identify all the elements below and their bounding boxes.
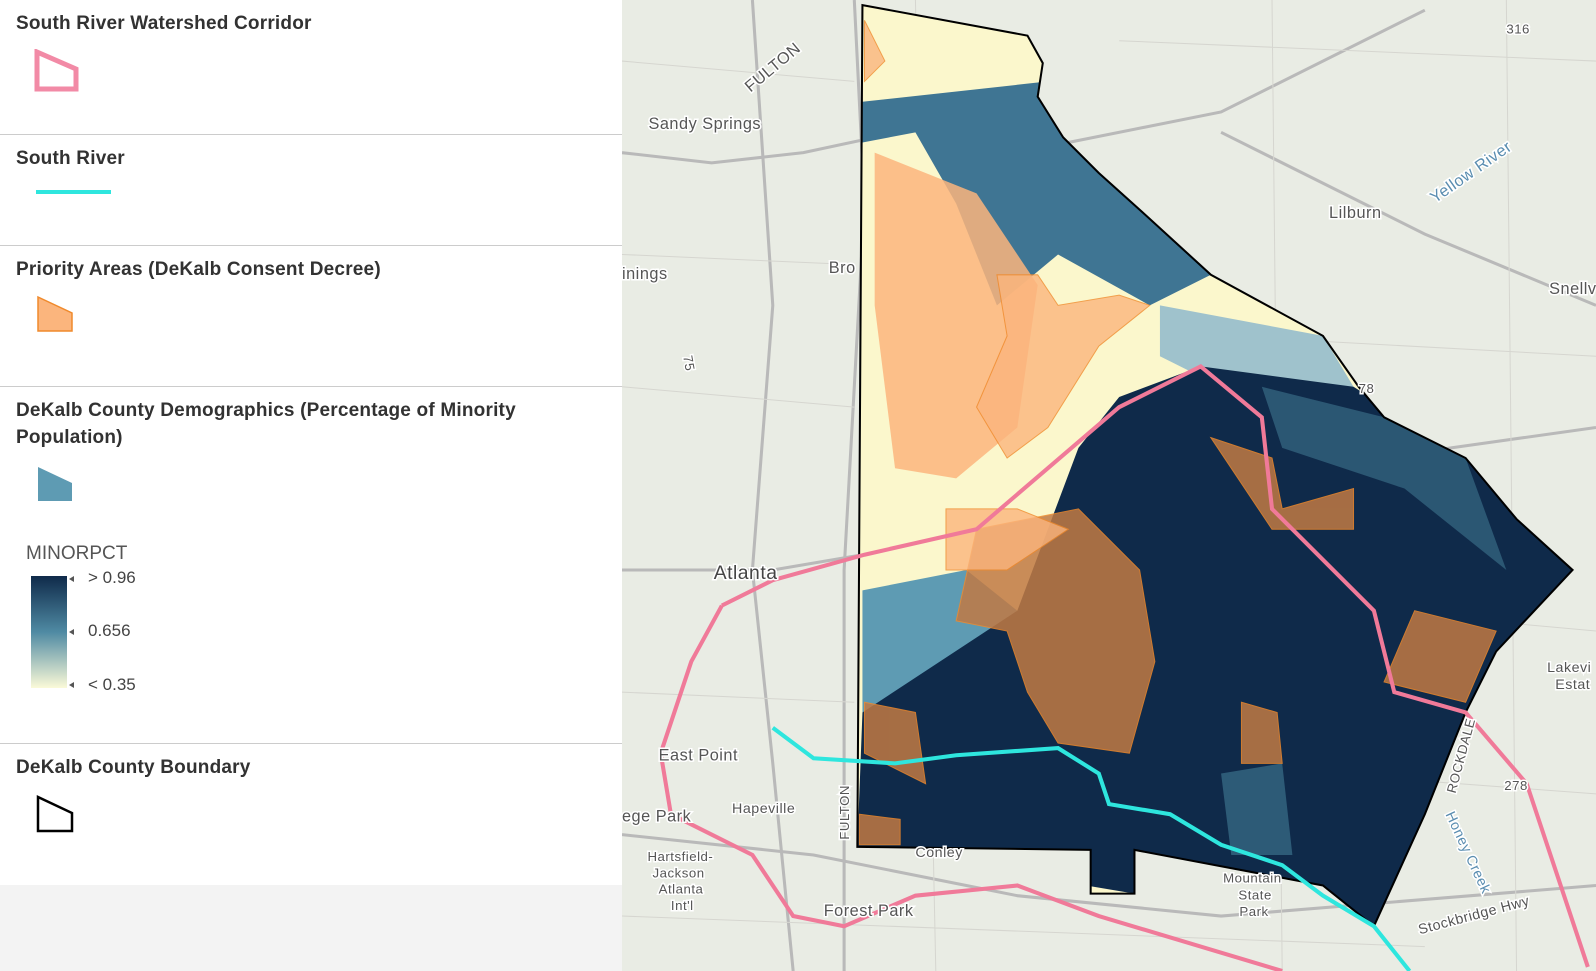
layer-title: South River [16,148,125,169]
place-label: Conley [915,845,963,861]
county-boundary [856,3,1575,928]
place-label: ege Park [622,807,692,825]
place-label: Lakevi [1547,660,1591,676]
place-label: Bro [829,259,856,277]
place-label: Sandy Springs [648,115,761,133]
route-label: 278 [1504,778,1528,793]
place-label: Hartsfield- [647,849,713,864]
boundary-symbol [36,795,74,833]
place-label: Hapeville [732,801,795,817]
color-ramp [31,576,74,688]
place-label: East Point [659,746,738,764]
demographics-symbol [38,467,72,501]
layer-title: DeKalb County Demographics (Percentage o… [16,400,516,448]
ramp-label: < 0.35 [88,675,136,694]
route-label: 316 [1506,22,1530,37]
legend-panel: South River Watershed Corridor South Riv… [0,0,622,971]
south-river [771,726,1412,971]
legend-item: South River Watershed Corridor [0,0,622,135]
place-label: Lilburn [1329,204,1381,222]
place-label: Forest Park [824,902,914,920]
place-label: Int'l [671,898,694,913]
corridor-symbol [34,48,79,92]
priority-symbol [37,295,73,332]
map: Sandy Springs FULTON Lilburn Yellow Rive… [622,0,1596,971]
place-label: FULTON [837,785,852,840]
layer-title: Priority Areas (DeKalb Consent Decree) [16,259,381,280]
place-label: Estat [1555,677,1590,693]
legend-item: DeKalb County Demographics (Percentage o… [0,387,622,744]
place-label: State [1238,888,1271,903]
ramp-label: > 0.96 [88,568,136,587]
layer-title: South River Watershed Corridor [16,13,312,34]
legend-item: South River [0,135,622,246]
field-name: MINORPCT [26,543,128,564]
watershed-corridor [658,363,1590,971]
place-label: Jackson [653,865,705,880]
place-label: Snellv [1549,280,1596,298]
legend-item: DeKalb County Boundary [0,744,622,885]
route-label: 78 [1359,381,1375,396]
river-symbol [36,190,111,194]
place-label: Atlanta [714,562,778,584]
layer-title: DeKalb County Boundary [16,757,251,778]
place-label: Park [1239,904,1268,919]
legend-item: Priority Areas (DeKalb Consent Decree) [0,246,622,387]
place-label: inings [622,265,668,283]
place-label: Atlanta [659,882,704,897]
place-label: Mountain [1223,870,1281,885]
ramp-label: 0.656 [88,621,131,640]
route-label: 75 [680,354,698,372]
